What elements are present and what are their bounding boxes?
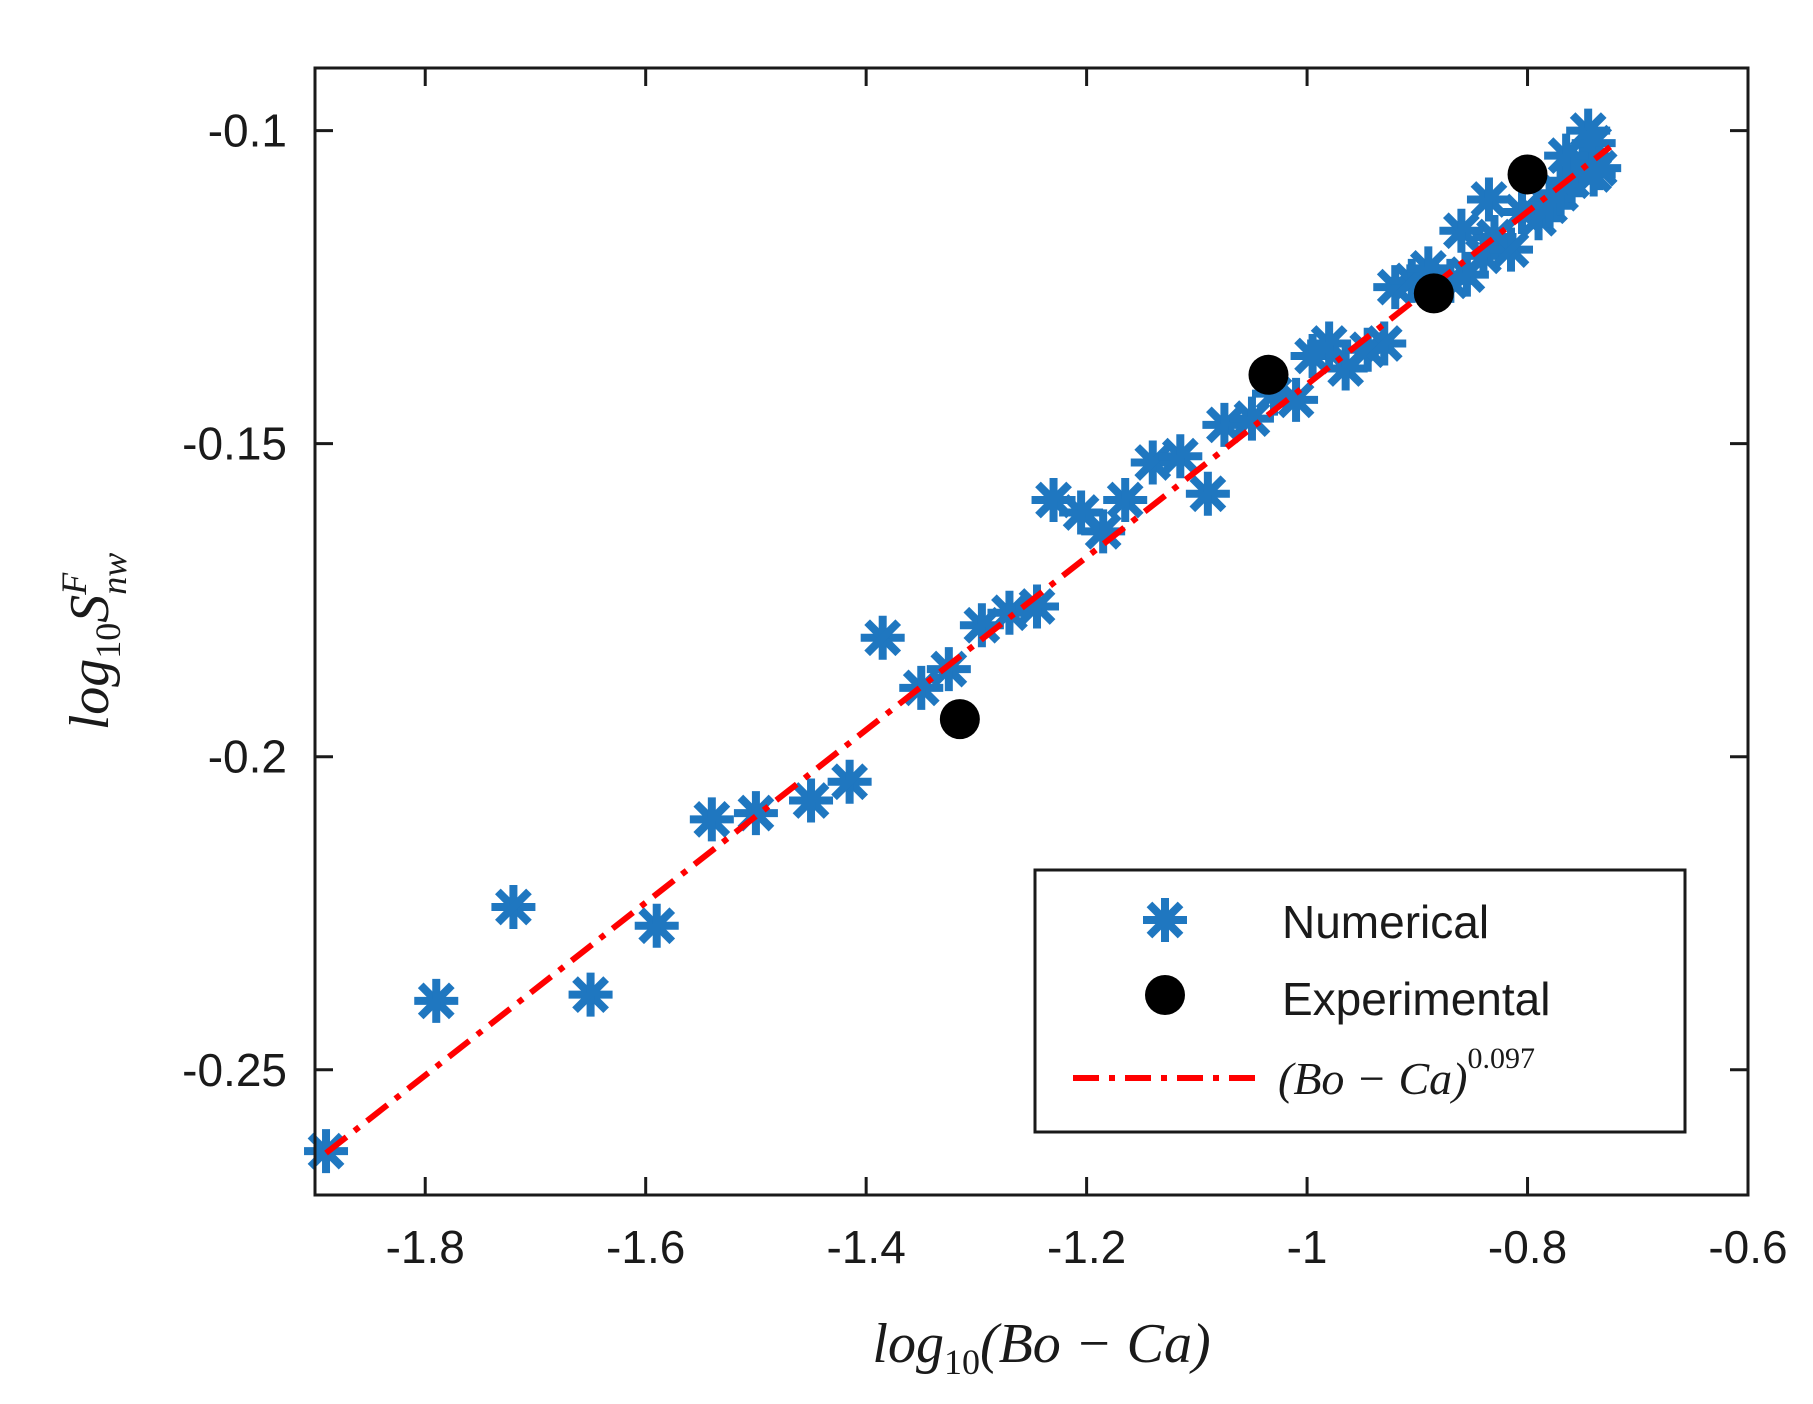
numerical-point — [1274, 377, 1319, 422]
x-tick-labels: -1.8 -1.6 -1.4 -1.2 -1 -0.8 -0.6 — [386, 1221, 1788, 1273]
numerical-point — [827, 759, 872, 804]
x-axis-label: log10(Bo − Ca) — [872, 1313, 1210, 1382]
y-axis-label-sub: 10 — [88, 623, 128, 659]
experimental-point — [1507, 154, 1548, 195]
numerical-point — [1185, 471, 1230, 516]
legend-fit-exp: 0.097 — [1467, 1042, 1535, 1075]
numerical-point — [1307, 321, 1352, 366]
numerical-point — [899, 665, 944, 710]
legend-fit-base: (Bo − Ca) — [1278, 1053, 1467, 1104]
numerical-point — [789, 778, 834, 823]
legend-experimental-marker — [1145, 975, 1185, 1015]
axis-ticks — [315, 68, 1750, 1195]
numerical-point — [860, 615, 905, 660]
x-tick-label: -1.8 — [386, 1221, 465, 1273]
numerical-point — [1571, 152, 1616, 197]
legend-experimental-label: Experimental — [1282, 973, 1550, 1025]
legend: Numerical Experimental (Bo − Ca)0.097 — [1033, 868, 1687, 1134]
numerical-point — [568, 972, 613, 1017]
experimental-point — [1248, 354, 1289, 395]
legend-fit-label: (Bo − Ca)0.097 — [1278, 1042, 1535, 1104]
x-tick-label: -1.6 — [606, 1221, 685, 1273]
numerical-point — [1130, 440, 1175, 485]
legend-numerical-label: Numerical — [1282, 896, 1489, 948]
numerical-point — [414, 978, 459, 1023]
numerical-point — [1489, 227, 1534, 272]
numerical-point — [926, 647, 971, 692]
x-axis-label-sub: 10 — [944, 1342, 980, 1382]
experimental-point — [939, 699, 980, 740]
y-axis-label-fn: log — [59, 659, 121, 731]
numerical-point — [1362, 321, 1407, 366]
numerical-point — [1439, 208, 1484, 253]
numerical-point — [1158, 434, 1203, 479]
y-tick-label: -0.25 — [182, 1044, 287, 1096]
x-tick-label: -1.4 — [827, 1221, 906, 1273]
x-axis-label-arg: (Bo − Ca) — [980, 1313, 1211, 1375]
numerical-point — [1373, 265, 1418, 310]
x-axis-label-fn: log — [872, 1313, 944, 1375]
experimental-point — [1413, 273, 1454, 314]
numerical-point — [634, 903, 679, 948]
numerical-point — [1015, 584, 1060, 629]
legend-box — [1033, 868, 1687, 1134]
x-tick-label: -0.8 — [1488, 1221, 1567, 1273]
y-axis-label: log10SFnw — [54, 553, 134, 731]
y-tick-label: -0.15 — [182, 418, 287, 470]
numerical-point — [491, 884, 536, 929]
numerical-point — [1202, 402, 1247, 447]
numerical-point — [1103, 478, 1148, 523]
y-axis-label-subvar: nw — [94, 553, 134, 595]
x-tick-label: -1 — [1287, 1221, 1328, 1273]
numerical-point — [1544, 133, 1589, 178]
x-tick-label: -0.6 — [1708, 1221, 1787, 1273]
fit-line — [324, 144, 1613, 1156]
axes-frame — [313, 66, 1750, 1197]
numerical-point — [689, 797, 734, 842]
x-tick-label: -1.2 — [1047, 1221, 1126, 1273]
y-axis-label-sup: F — [54, 572, 94, 596]
numerical-point — [1466, 177, 1511, 222]
y-tick-label: -0.1 — [208, 105, 287, 157]
legend-numerical-marker — [1143, 898, 1187, 942]
y-tick-label: -0.2 — [208, 731, 287, 783]
y-axis-label-var: S — [59, 595, 121, 623]
plot-area — [304, 108, 1622, 1174]
legend-asterisk — [1143, 898, 1187, 942]
y-tick-labels: -0.1 -0.15 -0.2 -0.25 — [182, 105, 287, 1096]
